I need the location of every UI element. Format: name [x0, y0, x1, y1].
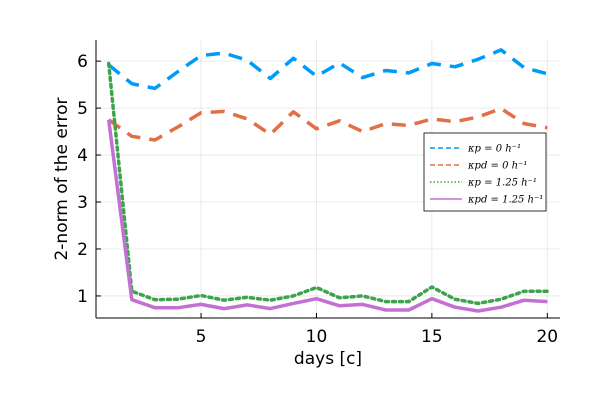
- legend-box: [423, 132, 547, 212]
- x-axis-ticks: 5 10 15 20: [196, 313, 558, 347]
- y-tick-label: 3: [77, 193, 88, 213]
- x-tick-label: 5: [196, 327, 207, 347]
- grid: [96, 40, 560, 318]
- legend-label: κpd = 1.25 h⁻¹: [467, 195, 543, 206]
- series-line-2: [107, 106, 548, 142]
- x-tick-label: 15: [421, 327, 443, 347]
- legend: κp = 0 h⁻¹ κpd = 0 h⁻¹ κp = 1.25 h⁻¹ κpd = …: [423, 132, 547, 212]
- series-line-3: [106, 61, 550, 306]
- x-tick-label: 20: [536, 327, 558, 347]
- y-tick-label: 4: [77, 146, 88, 166]
- series-line-4: [106, 119, 548, 313]
- axes-frame: [95, 40, 560, 319]
- y-axis-label: 2-norm of the error: [52, 97, 72, 260]
- legend-label: κp = 0 h⁻¹: [467, 144, 521, 155]
- legend-label: κp = 1.25 h⁻¹: [467, 178, 537, 189]
- y-tick-label: 6: [77, 52, 88, 72]
- x-tick-label: 10: [306, 327, 328, 347]
- x-axis-label: days [c]: [294, 349, 362, 369]
- y-tick-label: 1: [77, 287, 88, 307]
- series-group: [106, 48, 550, 313]
- legend-label: κpd = 0 h⁻¹: [467, 161, 527, 172]
- y-tick-label: 5: [77, 99, 88, 119]
- y-axis-ticks: 1 2 3 4 5 6: [77, 52, 101, 307]
- series-line-1: [107, 48, 548, 91]
- y-tick-label: 2: [77, 240, 88, 260]
